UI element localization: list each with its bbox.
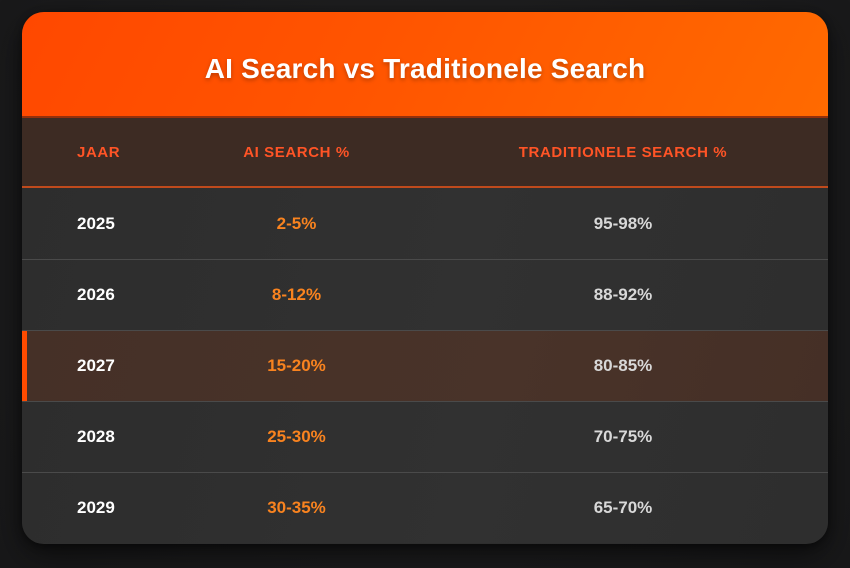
title-banner: AI Search vs Traditionele Search	[22, 12, 828, 118]
trad-value-cell: 70-75%	[593, 427, 653, 446]
trad-value-cell: 88-92%	[593, 285, 653, 304]
table-row-2029: 2029 30-35% 65-70%	[22, 472, 828, 543]
page-title: AI Search vs Traditionele Search	[204, 53, 646, 84]
table-row-2027-highlighted: 2027 15-20% 80-85%	[22, 330, 828, 401]
comparison-table-card: AI Search vs Traditionele Search JAAR AI…	[22, 12, 828, 544]
ai-value-cell: 15-20%	[267, 356, 326, 375]
ai-value-cell: 30-35%	[267, 498, 326, 517]
table-row-2028: 2028 25-30% 70-75%	[22, 401, 828, 472]
trad-value-cell: 65-70%	[593, 498, 653, 517]
column-header-traditionele-search: TRADITIONELE SEARCH %	[518, 143, 728, 161]
table-row-2026: 2026 8-12% 88-92%	[22, 259, 828, 330]
year-cell: 2027	[77, 356, 115, 375]
year-cell: 2026	[77, 285, 115, 304]
year-cell: 2028	[77, 427, 115, 446]
year-cell: 2029	[77, 498, 115, 517]
ai-value-cell: 8-12%	[271, 285, 322, 304]
column-header-jaar: JAAR	[77, 143, 121, 161]
ai-value-cell: 25-30%	[267, 427, 326, 446]
trad-value-cell: 80-85%	[593, 356, 653, 375]
trad-value-cell: 95-98%	[593, 213, 653, 233]
ai-value-cell: 2-5%	[276, 213, 317, 233]
column-header-ai-search: AI SEARCH %	[243, 143, 350, 161]
table-header-row: JAAR AI SEARCH % TRADITIONELE SEARCH %	[22, 118, 828, 188]
table-row-2025: 2025 2-5% 95-98%	[22, 188, 828, 259]
year-cell: 2025	[77, 213, 115, 233]
